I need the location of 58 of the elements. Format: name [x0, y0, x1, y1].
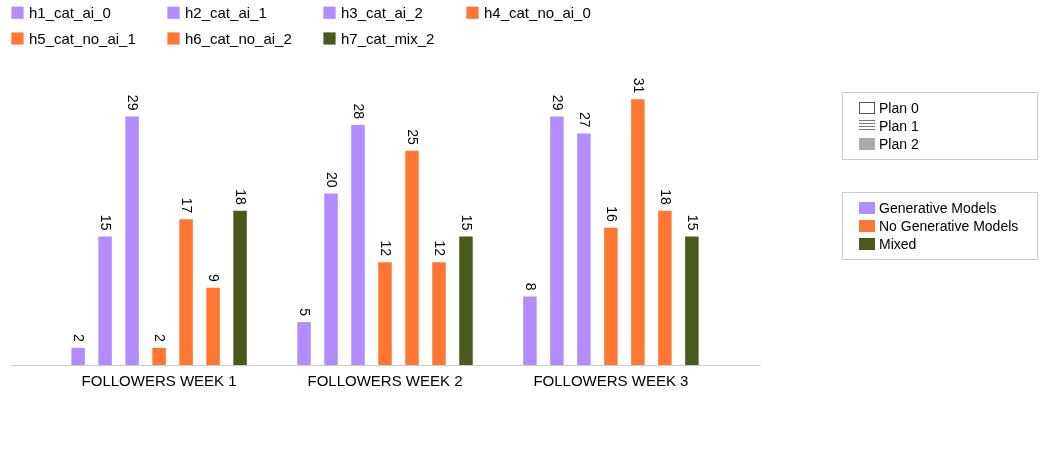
data-label: 31	[630, 77, 647, 94]
legend-label: h1_cat_ai_0	[29, 3, 111, 21]
bar	[405, 150, 419, 365]
data-label: 18	[657, 189, 674, 205]
text: Plan 2	[879, 136, 919, 152]
text: Mixed	[879, 236, 917, 252]
data-label: 2	[152, 334, 169, 343]
legend-label: h4_cat_no_ai_0	[484, 3, 591, 21]
legend-label: h6_cat_no_ai_2	[185, 29, 292, 47]
data-label: 29	[125, 94, 142, 111]
text: No Generative Models	[879, 218, 1019, 234]
bar	[658, 210, 672, 365]
bar	[152, 347, 166, 365]
legend-label: h3_cat_ai_2	[341, 3, 423, 21]
bar	[577, 133, 591, 365]
bar	[432, 262, 446, 365]
bar	[125, 116, 139, 365]
data-label: 2	[71, 334, 88, 343]
data-label: 5	[297, 308, 314, 317]
bar	[233, 210, 247, 365]
bar	[378, 262, 392, 365]
bar	[351, 125, 365, 365]
data-label: 16	[603, 206, 620, 223]
legend-label: h7_cat_mix_2	[341, 29, 435, 47]
data-label: 12	[431, 240, 448, 257]
x-tick-label: FOLLOWERS WEEK 3	[533, 371, 689, 389]
data-label: 25	[404, 129, 421, 145]
bar	[604, 227, 618, 365]
text: Plan 1	[879, 118, 919, 134]
text: Plan 0	[879, 100, 919, 116]
data-label: 12	[378, 240, 394, 257]
bar	[685, 236, 699, 365]
data-label: 9	[206, 274, 223, 283]
bar	[206, 287, 220, 365]
bar	[98, 236, 112, 365]
x-tick-label: FOLLOWERS WEEK 1	[81, 371, 237, 389]
data-label: 17	[179, 197, 196, 214]
data-label: 15	[98, 214, 115, 231]
x-tick-label: FOLLOWERS WEEK 2	[307, 371, 463, 389]
data-label: 28	[351, 103, 368, 120]
data-label: 18	[233, 189, 250, 205]
data-label: 15	[458, 214, 475, 231]
data-label: 15	[684, 214, 701, 231]
text: Generative Models	[879, 200, 997, 216]
legend-label: h2_cat_ai_1	[185, 3, 267, 21]
data-label: 20	[324, 171, 341, 188]
data-label: 29	[549, 94, 566, 111]
bar	[550, 116, 564, 365]
bar	[459, 236, 473, 365]
bar	[631, 99, 645, 365]
legend-label: h5_cat_no_ai_1	[29, 29, 136, 47]
bar	[71, 347, 85, 365]
data-label: 8	[522, 282, 539, 291]
data-label: 27	[576, 111, 593, 128]
bar	[324, 193, 338, 365]
bar	[523, 296, 537, 365]
bar	[297, 322, 311, 365]
bar	[179, 219, 193, 365]
